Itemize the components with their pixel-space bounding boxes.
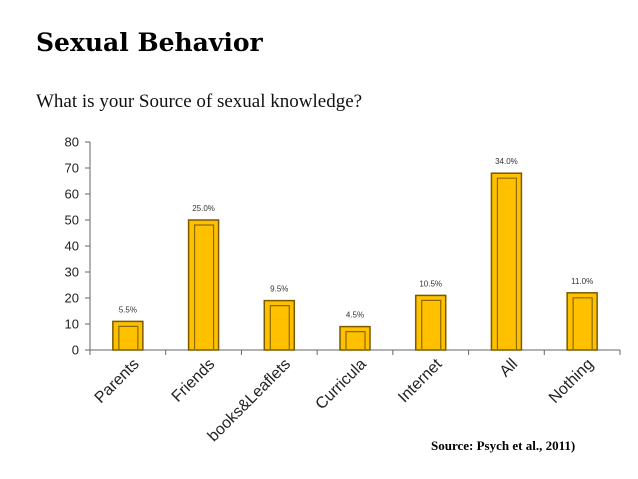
- bar-bevel: [118, 325, 139, 349]
- bar-bevel: [269, 305, 290, 349]
- y-tick-label: 0: [72, 343, 79, 358]
- bar-bevel: [496, 177, 518, 349]
- y-tick-label: 60: [65, 187, 79, 202]
- data-label: 5.5%: [119, 305, 137, 314]
- data-label: 34.0%: [495, 157, 518, 166]
- y-tick-label: 80: [65, 135, 79, 150]
- bar-bevel: [193, 224, 215, 349]
- chart-axes: 0 10 20 30 40 50 60 70 80: [65, 135, 621, 358]
- y-tick-label: 70: [65, 161, 79, 176]
- category-label: Parents: [92, 356, 143, 407]
- slide-title: Sexual Behavior: [36, 28, 263, 57]
- category-label: All: [497, 356, 522, 381]
- y-tick-label: 40: [65, 239, 79, 254]
- y-tick-label: 30: [65, 265, 79, 280]
- category-label: Internet: [395, 355, 446, 406]
- data-label: 4.5%: [346, 311, 364, 320]
- slide-subtitle: What is your Source of sexual knowledge?: [36, 91, 363, 112]
- source-citation: Source: Psych et al., 2011): [431, 438, 576, 453]
- chart-bars: [112, 172, 598, 351]
- y-tick-label: 10: [65, 317, 79, 332]
- bar-bevel: [345, 331, 366, 349]
- data-label: 11.0%: [571, 277, 593, 286]
- category-label: Curricula: [313, 356, 370, 413]
- bar-bevel: [421, 299, 442, 349]
- category-label: Nothing: [546, 356, 597, 407]
- data-label: 10.5%: [419, 279, 442, 288]
- y-tick-label: 20: [65, 291, 79, 306]
- bar: [339, 325, 371, 351]
- bar-bevel: [572, 297, 593, 349]
- y-tick-label: 50: [65, 213, 79, 228]
- category-label: books&Leaflets: [205, 356, 294, 445]
- data-label: 25.0%: [192, 204, 215, 213]
- category-label: Friends: [169, 356, 219, 406]
- data-label: 9.5%: [270, 285, 288, 294]
